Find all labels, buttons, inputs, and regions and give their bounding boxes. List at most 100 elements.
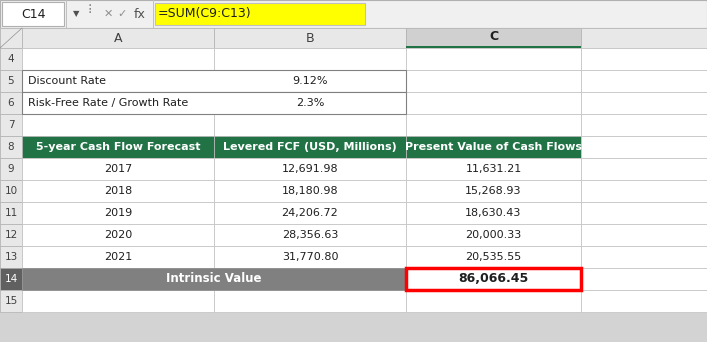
Bar — [406, 46, 581, 48]
Bar — [22, 158, 214, 180]
Bar — [581, 92, 707, 114]
Bar — [22, 28, 214, 48]
Bar — [22, 70, 406, 92]
Text: 11,631.21: 11,631.21 — [465, 164, 522, 174]
Text: 12: 12 — [4, 230, 18, 240]
Bar — [22, 136, 214, 158]
Bar — [22, 246, 214, 268]
Bar — [581, 70, 707, 92]
Bar — [581, 28, 707, 48]
Text: 15: 15 — [4, 296, 18, 306]
Bar — [22, 290, 214, 312]
Bar — [22, 268, 214, 290]
Bar — [214, 70, 406, 92]
Text: 86,066.45: 86,066.45 — [458, 273, 529, 286]
Bar — [214, 28, 406, 48]
Bar — [155, 3, 365, 25]
Bar — [406, 180, 581, 202]
Bar — [406, 136, 581, 158]
Text: Discount Rate: Discount Rate — [28, 76, 106, 86]
Text: 2019: 2019 — [104, 208, 132, 218]
Bar — [0, 268, 22, 290]
Text: ▼: ▼ — [73, 10, 79, 18]
Bar — [22, 180, 214, 202]
Text: 5: 5 — [8, 76, 14, 86]
Text: 5-year Cash Flow Forecast: 5-year Cash Flow Forecast — [36, 142, 200, 152]
Bar — [0, 92, 22, 114]
Bar — [406, 158, 581, 180]
Text: 7: 7 — [8, 120, 14, 130]
Bar — [22, 224, 214, 246]
Bar — [0, 202, 22, 224]
Bar — [0, 180, 22, 202]
Bar — [581, 114, 707, 136]
Text: 2021: 2021 — [104, 252, 132, 262]
Bar — [0, 246, 22, 268]
Text: ✓: ✓ — [117, 9, 127, 19]
Bar — [22, 48, 214, 70]
Text: 28,356.63: 28,356.63 — [282, 230, 338, 240]
Bar — [0, 158, 22, 180]
Bar — [22, 92, 406, 114]
Bar — [581, 290, 707, 312]
Text: 4: 4 — [8, 54, 14, 64]
Text: ✕: ✕ — [103, 9, 112, 19]
Bar — [0, 28, 22, 48]
Bar — [406, 70, 581, 92]
Text: ⁝: ⁝ — [88, 3, 92, 17]
Text: Levered FCF (USD, Millions): Levered FCF (USD, Millions) — [223, 142, 397, 152]
Bar — [406, 290, 581, 312]
Bar — [2, 2, 64, 26]
Bar — [581, 246, 707, 268]
Text: 31,770.80: 31,770.80 — [282, 252, 338, 262]
Text: 6: 6 — [8, 98, 14, 108]
Bar — [406, 268, 581, 290]
Text: 9.12%: 9.12% — [292, 76, 328, 86]
Text: Intrinsic Value: Intrinsic Value — [166, 273, 262, 286]
Text: 13: 13 — [4, 252, 18, 262]
Bar — [22, 268, 406, 290]
Text: 14: 14 — [4, 274, 18, 284]
Bar — [214, 290, 406, 312]
Bar — [66, 0, 67, 28]
Bar — [214, 180, 406, 202]
Text: 2.3%: 2.3% — [296, 98, 325, 108]
Text: 15,268.93: 15,268.93 — [465, 186, 522, 196]
Bar — [0, 114, 22, 136]
Bar — [406, 224, 581, 246]
Bar — [581, 268, 707, 290]
Bar — [22, 202, 214, 224]
Bar — [406, 92, 581, 114]
Text: 8: 8 — [8, 142, 14, 152]
Bar — [406, 268, 581, 290]
Text: Present Value of Cash Flows: Present Value of Cash Flows — [405, 142, 582, 152]
Bar — [214, 224, 406, 246]
Bar — [22, 70, 214, 92]
Text: 2018: 2018 — [104, 186, 132, 196]
Text: 20,535.55: 20,535.55 — [465, 252, 522, 262]
Bar — [153, 0, 154, 28]
Text: 24,206.72: 24,206.72 — [281, 208, 339, 218]
Bar — [214, 202, 406, 224]
Text: 9: 9 — [8, 164, 14, 174]
Bar — [22, 92, 214, 114]
Bar — [214, 268, 406, 290]
Bar — [406, 246, 581, 268]
Text: 20,000.33: 20,000.33 — [465, 230, 522, 240]
Text: 18,630.43: 18,630.43 — [465, 208, 522, 218]
Bar — [0, 0, 707, 28]
Text: 11: 11 — [4, 208, 18, 218]
Bar — [581, 48, 707, 70]
Bar — [214, 136, 406, 158]
Bar — [0, 70, 22, 92]
Bar — [0, 136, 22, 158]
Text: C: C — [489, 30, 498, 43]
Text: fx: fx — [134, 8, 146, 21]
Bar — [406, 114, 581, 136]
Text: Risk-Free Rate / Growth Rate: Risk-Free Rate / Growth Rate — [28, 98, 188, 108]
Bar — [0, 224, 22, 246]
Bar — [22, 114, 214, 136]
Bar — [406, 28, 581, 48]
Text: 12,691.98: 12,691.98 — [281, 164, 339, 174]
Bar — [581, 180, 707, 202]
